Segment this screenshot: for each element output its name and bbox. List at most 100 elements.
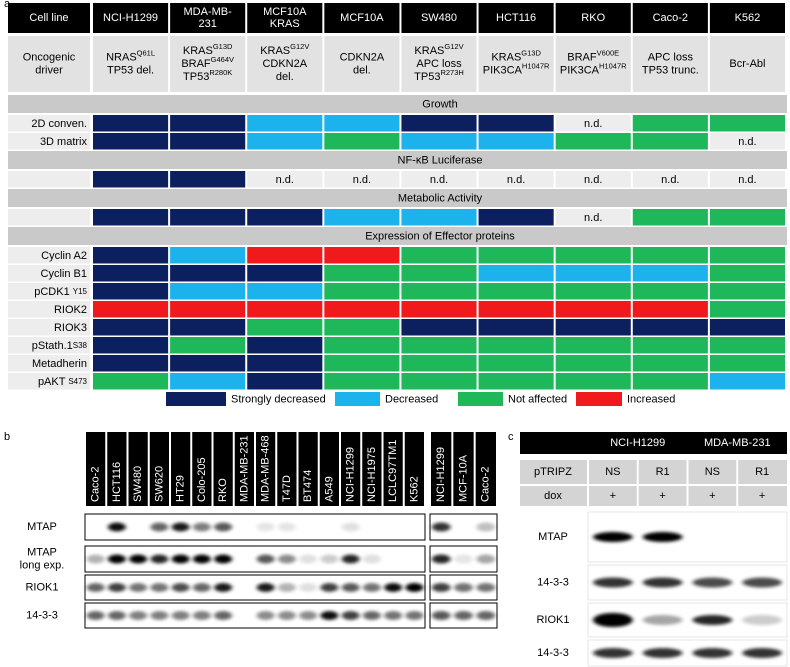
- driver-text: BRAFV600E: [567, 48, 619, 63]
- status-cell: [555, 355, 631, 372]
- row-label: pTRIPZ: [534, 466, 572, 478]
- blot-label: MTAP: [538, 531, 568, 543]
- status-cell: [324, 283, 400, 300]
- legend-label: Not affected: [508, 393, 567, 405]
- blot-band: [150, 583, 169, 592]
- lane-label-box: [256, 432, 276, 506]
- treatment: R1: [656, 466, 670, 478]
- blot-band: [171, 583, 190, 592]
- status-cell: [247, 373, 323, 390]
- blot-band: [256, 522, 275, 532]
- blot-label: long exp.: [20, 559, 65, 571]
- status-cell: [709, 115, 785, 132]
- driver-text: del.: [276, 71, 294, 83]
- blot-band: [277, 522, 296, 532]
- lane-label: MDA-MB-231: [238, 435, 250, 502]
- status-cell: [401, 265, 477, 282]
- legend-label: Increased: [627, 393, 675, 405]
- status-cell: [401, 209, 477, 226]
- blot-band: [277, 554, 296, 564]
- lane-label: A549: [323, 476, 335, 502]
- status-cell: [401, 247, 477, 264]
- blot-band: [86, 583, 105, 592]
- text-part: KRAS: [491, 51, 521, 63]
- lane-label-box: [149, 432, 169, 506]
- blot-band: [592, 532, 633, 542]
- blot-band: [256, 611, 275, 620]
- status-cell: [709, 209, 785, 226]
- status-cell: [247, 283, 323, 300]
- status-cell: [170, 171, 246, 188]
- status-cell: [247, 247, 323, 264]
- blot-band: [299, 583, 318, 592]
- blot-band: [405, 611, 424, 620]
- lane-label-box: [362, 432, 382, 506]
- blot-band: [192, 522, 211, 532]
- cell-text: n.d.: [353, 174, 371, 186]
- driver-text: KRASG13D: [183, 42, 233, 57]
- lane-label: HCT116: [111, 462, 123, 502]
- status-cell: [401, 283, 477, 300]
- blot-band: [299, 611, 318, 620]
- panel-letter: a: [4, 0, 11, 10]
- status-cell: [401, 115, 477, 132]
- section-header: [8, 151, 787, 169]
- status-cell: [170, 373, 246, 390]
- lane-label: BT474: [302, 470, 314, 502]
- status-cell: [632, 337, 708, 354]
- text-part: Bcr-Abl: [729, 58, 765, 70]
- row-label-cell: [8, 283, 90, 300]
- row-label: dox: [544, 490, 562, 502]
- driver-cell: [401, 36, 477, 92]
- text-part: APC loss: [648, 51, 694, 63]
- text-part: TP53 del.: [107, 64, 154, 76]
- status-cell: [632, 171, 708, 188]
- row-label: 2D conven.: [31, 118, 87, 130]
- cell-line-name: RKO: [581, 12, 605, 24]
- status-cell: [478, 283, 554, 300]
- superscript: Q61L: [137, 48, 155, 57]
- status-cell: [555, 283, 631, 300]
- text-part: APC loss: [416, 58, 462, 70]
- driver-text: TP53 del.: [107, 64, 154, 76]
- status-cell: [170, 355, 246, 372]
- treatment-row: [520, 460, 787, 484]
- blot-band: [171, 554, 190, 564]
- status-cell: [247, 209, 323, 226]
- status-cell: [478, 301, 554, 318]
- dox-sign: +: [610, 490, 616, 502]
- status-cell: [709, 247, 785, 264]
- status-cell: [170, 209, 246, 226]
- status-cell: [247, 355, 323, 372]
- cell-line-name: 231: [198, 18, 216, 30]
- status-cell: [170, 319, 246, 336]
- status-cell: [709, 319, 785, 336]
- status-cell: [632, 355, 708, 372]
- superscript: G13D: [521, 48, 541, 57]
- dox-sign: +: [759, 490, 765, 502]
- status-cell: [478, 115, 554, 132]
- status-cell: [555, 171, 631, 188]
- header-cell: [709, 3, 785, 33]
- legend-swatch: [576, 392, 622, 406]
- text-part: 2D conven.: [31, 118, 87, 130]
- driver-cell: [93, 36, 169, 92]
- text-part: 3D matrix: [40, 136, 88, 148]
- text-part: pAKT: [38, 376, 68, 388]
- blot-label: 14-3-3: [26, 609, 58, 621]
- text-part: S473: [68, 377, 87, 386]
- status-cell: [93, 171, 169, 188]
- section-title: Expression of Effector proteins: [365, 230, 515, 242]
- status-cell: [401, 133, 477, 150]
- status-cell: [555, 209, 631, 226]
- superscript: G464V: [211, 55, 234, 64]
- blot-band: [692, 615, 733, 625]
- driver-text: KRASG12V: [414, 42, 463, 57]
- text-part: NRAS: [106, 51, 137, 63]
- blot-band: [476, 583, 496, 592]
- text-part: TP53: [183, 71, 209, 83]
- text-part: PIK3CA: [560, 64, 600, 76]
- lane-label-box: [383, 432, 403, 506]
- treatment: R1: [755, 466, 769, 478]
- blot-band: [431, 583, 451, 592]
